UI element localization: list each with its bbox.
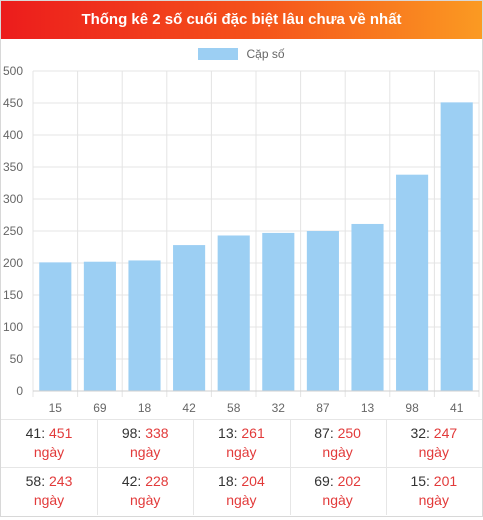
x-tick-label: 32 — [272, 401, 286, 415]
stat-days: 228 — [145, 473, 169, 489]
y-tick-label: 350 — [3, 160, 23, 174]
stat-pair: 42 — [121, 473, 138, 489]
stat-unit: ngày — [226, 492, 257, 508]
y-tick-label: 0 — [16, 384, 23, 398]
x-tick-label: 13 — [361, 401, 375, 415]
stat-cell: 41: 451 ngày — [1, 424, 97, 472]
stat-unit: ngày — [226, 444, 257, 460]
y-tick-label: 400 — [3, 128, 23, 142]
stat-cell: 98: 338 ngày — [97, 424, 193, 472]
stat-cell: 42: 228 ngày — [97, 472, 193, 520]
bar-15[interactable] — [39, 262, 72, 391]
stat-days: 204 — [241, 473, 265, 489]
stat-days: 247 — [433, 425, 458, 441]
page-title: Thống kê 2 số cuối đặc biệt lâu chưa về … — [1, 1, 482, 39]
table-col-divider — [97, 419, 98, 515]
x-tick-label: 18 — [138, 401, 152, 415]
stat-days: 243 — [49, 473, 73, 489]
stat-days: 201 — [433, 473, 458, 489]
x-tick-label: 42 — [182, 401, 196, 415]
y-tick-label: 50 — [10, 352, 24, 366]
stat-days: 261 — [241, 425, 265, 441]
bar-41[interactable] — [440, 102, 473, 392]
bar-42[interactable] — [173, 245, 206, 391]
bar-98[interactable] — [396, 174, 429, 391]
table-col-divider — [386, 419, 387, 515]
y-tick-label: 500 — [3, 64, 23, 78]
stat-pair: 69 — [314, 473, 330, 489]
stat-unit: ngày — [322, 444, 353, 460]
bar-32[interactable] — [262, 232, 295, 391]
stat-pair: 32 — [410, 425, 427, 441]
stat-pair: 58 — [25, 473, 42, 489]
stat-cell: 58: 243 ngày — [1, 472, 97, 520]
stat-separator: : — [137, 425, 146, 441]
stat-pair: 18 — [218, 473, 234, 489]
stat-separator: : — [329, 473, 338, 489]
stat-unit: ngày — [418, 444, 449, 460]
stat-pair: 41 — [25, 425, 42, 441]
y-tick-label: 300 — [3, 192, 23, 206]
stat-days: 202 — [337, 473, 361, 489]
y-tick-label: 150 — [3, 288, 23, 302]
stat-unit: ngày — [33, 492, 65, 508]
stat-separator: : — [233, 425, 242, 441]
stat-cell: 13: 261 ngày — [193, 424, 289, 472]
bar-58[interactable] — [217, 235, 250, 391]
stat-pair: 98 — [121, 425, 138, 441]
stats-table: 41: 451 ngày 98: 338 ngày 13: 261 ngày 87: 250… — [1, 419, 482, 516]
legend-swatch — [198, 48, 239, 60]
stat-separator: : — [137, 473, 146, 489]
stat-separator: : — [426, 473, 434, 489]
stat-days: 451 — [49, 425, 73, 441]
table-row-divider — [1, 419, 482, 420]
bar-87[interactable] — [306, 231, 339, 391]
stat-separator: : — [426, 425, 434, 441]
x-tick-label: 98 — [405, 401, 419, 415]
stat-unit: ngày — [130, 444, 161, 460]
stat-cell: 18: 204 ngày — [193, 472, 289, 520]
stat-pair: 15 — [410, 473, 427, 489]
stat-separator: : — [41, 425, 49, 441]
stat-pair: 13 — [218, 425, 234, 441]
table-col-divider — [193, 419, 194, 515]
legend-label: Cặp số — [246, 47, 285, 61]
stat-separator: : — [329, 425, 338, 441]
table-col-divider — [290, 419, 291, 515]
y-tick-label: 100 — [3, 320, 23, 334]
bar-13[interactable] — [351, 223, 384, 391]
stat-unit: ngày — [418, 492, 449, 508]
x-tick-label: 15 — [49, 401, 63, 415]
bar-69[interactable] — [83, 261, 116, 391]
bar-18[interactable] — [128, 260, 161, 391]
y-tick-label: 200 — [3, 256, 23, 270]
x-tick-label: 41 — [450, 401, 464, 415]
stat-separator: : — [233, 473, 242, 489]
stat-unit: ngày — [322, 492, 353, 508]
chart-legend[interactable]: Cặp số — [1, 47, 482, 61]
table-row-divider — [1, 467, 482, 468]
stat-unit: ngày — [130, 492, 161, 508]
x-tick-label: 87 — [316, 401, 330, 415]
stat-cell: 15: 201 ngày — [386, 472, 482, 520]
stat-cell: 32: 247 ngày — [386, 424, 482, 472]
bar-chart: 0 50 100 150 200 250 300 350 400 450 500 15 69 18 42 58… — [3, 64, 480, 415]
stat-cell: 87: 250 ngày — [290, 424, 386, 472]
x-tick-label: 58 — [227, 401, 241, 415]
y-tick-label: 450 — [3, 96, 23, 110]
stat-cell: 69: 202 ngày — [290, 472, 386, 520]
stat-days: 338 — [145, 425, 169, 441]
stat-unit: ngày — [33, 444, 65, 460]
stat-separator: : — [41, 473, 49, 489]
y-tick-label: 250 — [3, 224, 23, 238]
stat-pair: 87 — [314, 425, 330, 441]
stat-days: 250 — [337, 425, 361, 441]
x-tick-label: 69 — [93, 401, 107, 415]
